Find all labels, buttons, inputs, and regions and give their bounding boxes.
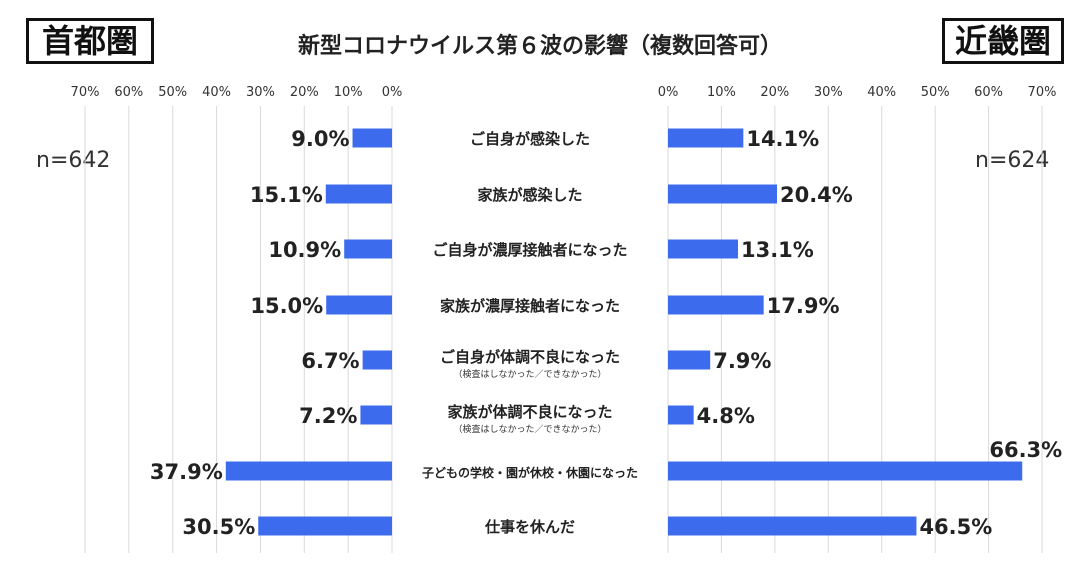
bar-left-4 xyxy=(362,350,392,370)
category-label-3: 家族が濃厚接触者になった xyxy=(440,297,620,315)
tick-label-right-1: 10% xyxy=(707,85,736,100)
category-label-7: 仕事を休んだ xyxy=(484,518,575,536)
bar-left-7 xyxy=(258,516,392,536)
chart-title: 新型コロナウイルス第６波の影響（複数回答可） xyxy=(297,34,782,59)
tick-label-left-6: 10% xyxy=(334,85,363,100)
bar-left-3 xyxy=(326,295,392,315)
bar-right-2 xyxy=(668,239,738,259)
bar-right-1 xyxy=(668,184,777,204)
bar-right-0 xyxy=(668,128,744,148)
tick-label-left-1: 60% xyxy=(114,85,143,100)
bar-right-3 xyxy=(668,295,764,315)
value-label-right-6: 66.3% xyxy=(989,438,1062,462)
bar-left-1 xyxy=(325,184,392,204)
category-label-1: 家族が感染した xyxy=(477,186,582,204)
category-note-5: （検査はしなかった／できなかった） xyxy=(453,423,606,435)
category-note-4: （検査はしなかった／できなかった） xyxy=(453,368,606,380)
value-label-right-2: 13.1% xyxy=(741,238,814,262)
value-label-right-7: 46.5% xyxy=(919,515,992,539)
value-label-right-4: 7.9% xyxy=(713,349,771,373)
region-label-left: 首都圏 xyxy=(26,18,154,64)
value-label-left-3: 15.0% xyxy=(250,294,323,318)
tick-label-left-3: 40% xyxy=(202,85,231,100)
sample-size-left: n=642 xyxy=(36,148,111,173)
category-label-5: 家族が体調不良になった xyxy=(447,403,612,421)
tick-label-left-0: 70% xyxy=(71,85,100,100)
value-label-left-0: 9.0% xyxy=(291,127,349,151)
bar-right-5 xyxy=(668,405,694,425)
value-label-right-3: 17.9% xyxy=(767,294,840,318)
value-label-right-5: 4.8% xyxy=(697,404,755,428)
bar-right-4 xyxy=(668,350,711,370)
bar-left-6 xyxy=(225,461,392,481)
tick-label-left-7: 0% xyxy=(382,85,403,100)
bar-left-0 xyxy=(352,128,392,148)
tick-label-right-2: 20% xyxy=(760,85,789,100)
sample-size-right: n=624 xyxy=(975,148,1050,173)
bar-right-6 xyxy=(668,461,1023,481)
bar-left-2 xyxy=(344,239,392,259)
category-label-6: 子どもの学校・園が休校・休園になった xyxy=(422,465,638,480)
tick-label-left-4: 30% xyxy=(246,85,275,100)
value-label-left-5: 7.2% xyxy=(299,404,357,428)
category-label-4: ご自身が体調不良になった xyxy=(440,348,620,366)
category-label-0: ご自身が感染した xyxy=(470,130,590,148)
tick-label-left-5: 20% xyxy=(290,85,319,100)
tick-label-right-3: 30% xyxy=(814,85,843,100)
bar-right-7 xyxy=(668,516,917,536)
region-label-right: 近畿圏 xyxy=(942,18,1064,64)
tick-label-left-2: 50% xyxy=(158,85,187,100)
category-label-2: ご自身が濃厚接触者になった xyxy=(432,241,627,259)
value-label-right-1: 20.4% xyxy=(780,183,853,207)
value-label-left-4: 6.7% xyxy=(301,349,359,373)
tick-label-right-0: 0% xyxy=(658,85,679,100)
value-label-left-1: 15.1% xyxy=(250,183,323,207)
value-label-right-0: 14.1% xyxy=(746,127,819,151)
value-label-left-2: 10.9% xyxy=(268,238,341,262)
tick-label-right-7: 70% xyxy=(1028,85,1057,100)
tick-label-right-4: 40% xyxy=(867,85,896,100)
tick-label-right-5: 50% xyxy=(921,85,950,100)
value-label-left-6: 37.9% xyxy=(150,460,223,484)
value-label-left-7: 30.5% xyxy=(182,515,255,539)
bar-left-5 xyxy=(360,405,392,425)
tick-label-right-6: 60% xyxy=(974,85,1003,100)
